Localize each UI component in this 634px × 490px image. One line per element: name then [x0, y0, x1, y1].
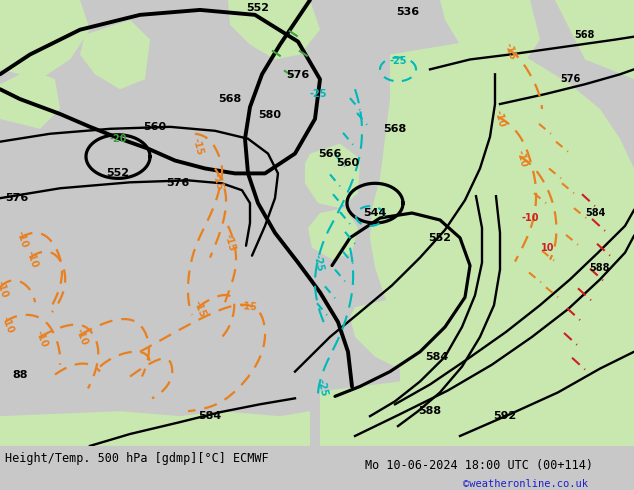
Text: 568: 568	[574, 30, 595, 40]
Polygon shape	[228, 0, 320, 59]
Text: -20: -20	[109, 134, 127, 144]
Text: -15: -15	[223, 233, 237, 252]
Text: 568: 568	[384, 124, 406, 134]
Text: -15: -15	[239, 301, 257, 313]
Text: 552: 552	[247, 3, 269, 13]
Text: 588: 588	[418, 406, 441, 416]
Polygon shape	[308, 208, 358, 260]
Text: -10: -10	[34, 329, 50, 349]
Text: 88: 88	[12, 369, 27, 380]
Polygon shape	[405, 327, 600, 441]
Text: 560: 560	[337, 158, 359, 169]
Text: 576: 576	[5, 193, 29, 203]
Text: -25: -25	[311, 253, 325, 272]
Polygon shape	[440, 0, 540, 70]
Text: -15: -15	[503, 42, 517, 61]
Text: ©weatheronline.co.uk: ©weatheronline.co.uk	[463, 479, 588, 489]
Polygon shape	[305, 144, 360, 208]
Text: -10: -10	[515, 149, 529, 168]
Text: -15: -15	[192, 299, 208, 319]
Text: 552: 552	[429, 233, 451, 243]
Text: -25: -25	[309, 89, 327, 99]
Polygon shape	[0, 411, 310, 446]
Text: 576: 576	[287, 70, 309, 80]
Polygon shape	[350, 293, 480, 371]
Text: -25: -25	[389, 56, 407, 67]
Text: 576: 576	[560, 74, 580, 84]
Polygon shape	[0, 0, 90, 79]
Text: 584: 584	[425, 352, 449, 362]
Text: -10: -10	[493, 109, 507, 129]
Text: 10: 10	[541, 243, 555, 253]
Text: 576: 576	[166, 178, 190, 188]
Text: 544: 544	[363, 208, 387, 218]
Polygon shape	[80, 20, 150, 89]
Text: -10: -10	[74, 327, 90, 347]
Text: 584: 584	[585, 208, 605, 218]
Text: -10: -10	[0, 279, 10, 299]
Text: 536: 536	[396, 7, 420, 17]
Text: 584: 584	[198, 411, 222, 421]
Text: -10: -10	[15, 230, 29, 250]
Text: Height/Temp. 500 hPa [gdmp][°C] ECMWF: Height/Temp. 500 hPa [gdmp][°C] ECMWF	[5, 452, 269, 465]
Polygon shape	[555, 0, 634, 79]
Text: 592: 592	[493, 411, 517, 421]
Text: -10: -10	[25, 250, 39, 270]
Text: -15: -15	[191, 137, 205, 156]
Text: 552: 552	[107, 169, 129, 178]
Text: -25: -25	[315, 379, 328, 398]
Polygon shape	[0, 70, 60, 129]
Polygon shape	[400, 153, 634, 446]
Text: Mo 10-06-2024 18:00 UTC (00+114): Mo 10-06-2024 18:00 UTC (00+114)	[365, 459, 593, 472]
Polygon shape	[370, 40, 634, 446]
Text: 560: 560	[143, 122, 167, 132]
Text: 568: 568	[218, 94, 242, 104]
Text: 580: 580	[259, 110, 281, 120]
Polygon shape	[320, 367, 634, 446]
Text: 588: 588	[590, 263, 611, 272]
Text: -10: -10	[0, 315, 16, 335]
Text: 566: 566	[318, 148, 342, 159]
Text: -15: -15	[211, 172, 225, 191]
Text: -10: -10	[521, 213, 539, 223]
